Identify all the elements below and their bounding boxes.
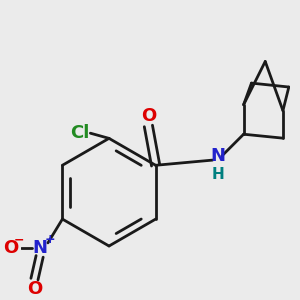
Text: −: − — [14, 233, 24, 246]
Text: N: N — [32, 239, 47, 257]
Text: N: N — [210, 147, 225, 165]
Text: +: + — [45, 233, 55, 246]
Text: O: O — [3, 239, 18, 257]
Text: Cl: Cl — [70, 124, 90, 142]
Text: H: H — [212, 167, 224, 182]
Text: O: O — [27, 280, 42, 298]
Text: O: O — [141, 106, 156, 124]
